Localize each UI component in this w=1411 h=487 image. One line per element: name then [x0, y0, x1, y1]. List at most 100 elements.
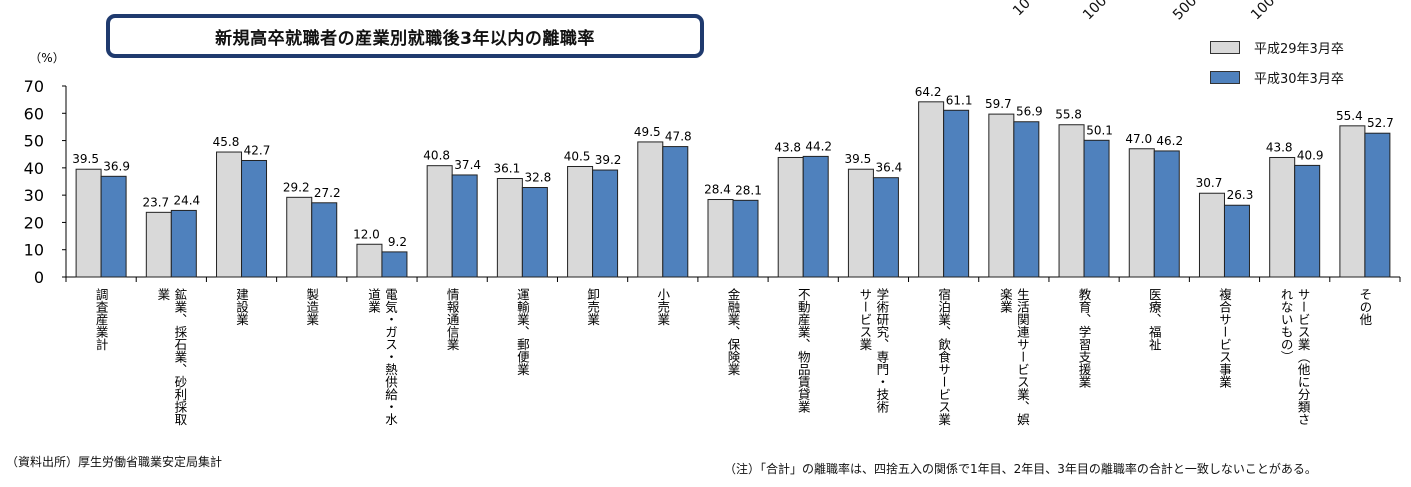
bar-h30 [802, 155, 829, 278]
legend-label-h29: 平成29年3月卒 [1254, 42, 1344, 57]
data-label: 39.2 [595, 153, 622, 167]
legend-swatch-h29 [1210, 41, 1240, 54]
x-tick-label: 小売業 [655, 288, 670, 326]
data-label: 30.7 [1196, 176, 1223, 190]
data-label: 44.2 [805, 139, 832, 153]
bar-h30 [943, 109, 970, 278]
data-label: 32.8 [525, 171, 552, 185]
data-label: 49.5 [634, 125, 661, 139]
data-label: 24.4 [173, 193, 200, 207]
data-label: 43.8 [1266, 140, 1293, 154]
data-label: 36.4 [876, 161, 903, 175]
data-label: 29.2 [283, 180, 310, 194]
data-label: 64.2 [915, 85, 942, 99]
x-tick-label: 情報通信業 [445, 288, 460, 351]
bar-h29 [216, 151, 243, 278]
bar-h30 [1294, 164, 1321, 278]
data-label: 47.8 [665, 130, 692, 144]
bar-h29 [356, 243, 383, 278]
bar-h30 [1153, 150, 1180, 278]
data-label: 28.1 [735, 183, 762, 197]
data-label: 55.8 [1055, 108, 1082, 122]
bar-h29 [496, 177, 523, 278]
x-tick-label: サービス業（他に分類さ [1296, 288, 1311, 426]
bar-h29 [1128, 148, 1155, 278]
bar-h29 [1058, 124, 1085, 278]
x-tick-label: サービス業 [857, 288, 872, 351]
y-tick-label: 70 [24, 77, 44, 96]
bar-h30 [521, 187, 548, 278]
bar-h30 [100, 175, 127, 278]
x-tick-label: 調査産業計 [94, 288, 109, 351]
x-tick-label: 金融業、保険業 [726, 287, 741, 376]
data-label: 9.2 [388, 235, 407, 249]
data-label: 23.7 [142, 195, 169, 209]
data-label: 37.4 [454, 158, 481, 172]
x-tick-label: 建設業 [234, 288, 249, 326]
y-tick-label: 40 [24, 159, 44, 178]
legend-item-h29: 平成29年3月卒 [1210, 38, 1344, 57]
x-tick-label: 学術研究、専門・技術 [874, 287, 889, 414]
bar-h30 [241, 159, 268, 278]
bar-h29 [1269, 156, 1296, 278]
y-tick-label: 60 [24, 104, 44, 123]
x-tick-label: 運輸業、郵便業 [515, 288, 530, 376]
x-tick-label: その他 [1357, 288, 1372, 326]
footnote: （注）「合計」の離職率は、四捨五入の関係で1年目、2年目、3年目の離職率の合計と… [724, 462, 1317, 476]
data-label: 59.7 [985, 97, 1012, 111]
data-label: 40.9 [1297, 148, 1324, 162]
data-label: 46.2 [1156, 134, 1183, 148]
x-tick-label: 医療、福祉 [1147, 288, 1162, 351]
x-tick-label: 業 [155, 287, 170, 301]
data-label: 12.0 [353, 227, 380, 241]
data-label: 56.9 [1016, 105, 1043, 119]
data-label: 40.5 [564, 149, 591, 163]
x-tick-label: 教育、学習支援業 [1077, 287, 1092, 388]
legend-item-h30: 平成30年3月卒 [1210, 68, 1344, 87]
bar-h29 [567, 165, 594, 278]
data-label: 26.3 [1227, 188, 1254, 202]
y-unit-label: （%） [29, 51, 64, 65]
source-note: （資料出所）厚生労働省職業安定局集計 [6, 455, 223, 469]
bar-h30 [170, 209, 197, 278]
bar-h30 [872, 177, 899, 278]
data-label: 27.2 [314, 186, 341, 200]
y-tick-label: 10 [24, 241, 44, 260]
x-tick-label: 電気・ガス・熱供給・水 [383, 288, 398, 426]
y-tick-label: 50 [24, 132, 44, 151]
data-label: 36.1 [494, 161, 521, 175]
data-label: 28.4 [704, 183, 731, 197]
x-tick-label: 複合サービス事業 [1217, 287, 1232, 388]
legend-label-h30: 平成30年3月卒 [1254, 72, 1344, 87]
x-tick-label: れないもの） [1279, 288, 1294, 363]
bar-h29 [426, 165, 453, 278]
bar-h29 [75, 168, 102, 278]
x-tick-label: 不動産業、物品賃貸業 [796, 288, 811, 413]
bar-h29 [707, 199, 734, 278]
bar-h29 [1198, 192, 1225, 278]
data-label: 39.5 [845, 152, 872, 166]
data-label: 55.4 [1336, 109, 1363, 123]
y-tick-label: 0 [34, 268, 44, 287]
bar-h30 [381, 251, 408, 278]
y-tick-label: 30 [24, 186, 44, 205]
bar-h30 [1083, 139, 1110, 278]
data-label: 42.7 [244, 143, 271, 157]
x-tick-label: 宿泊業、飲食サービス業 [936, 287, 951, 426]
bar-h30 [1013, 121, 1040, 278]
x-tick-label: 鉱業、採石業、砂利採取 [172, 287, 187, 426]
bar-h30 [732, 199, 759, 278]
bar-h30 [1364, 132, 1391, 278]
data-label: 43.8 [774, 140, 801, 154]
x-tick-label: 製造業 [304, 288, 319, 326]
data-label: 36.9 [103, 159, 130, 173]
bar-h30 [451, 174, 478, 278]
bar-h30 [662, 146, 689, 278]
legend-swatch-h30 [1210, 71, 1240, 84]
bar-h29 [918, 101, 945, 278]
x-tick-label: 道業 [366, 288, 381, 313]
data-label: 40.8 [423, 149, 450, 163]
data-label: 61.1 [946, 93, 973, 107]
chart-title: 新規高卒就職者の産業別就職後3年以内の離職率 [106, 14, 704, 58]
